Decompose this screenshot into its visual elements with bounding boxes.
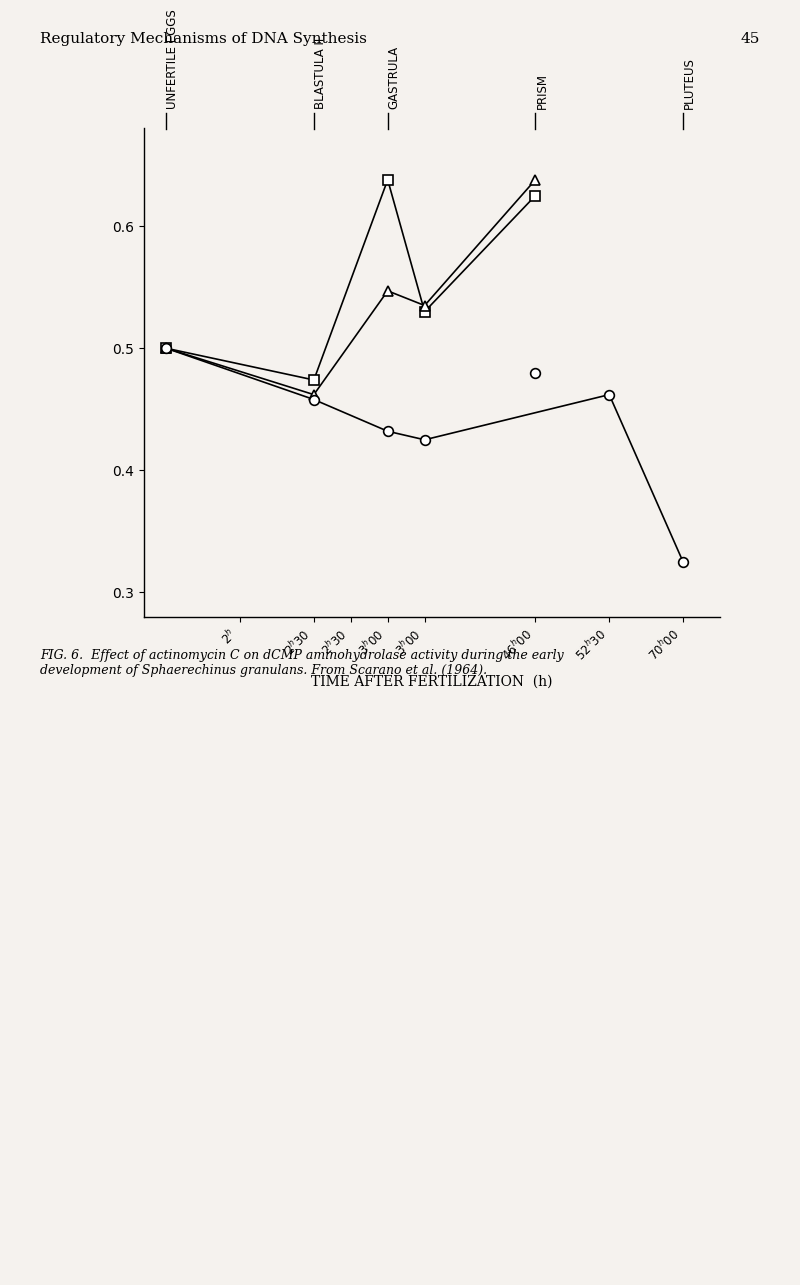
X-axis label: TIME AFTER FERTILIZATION  (h): TIME AFTER FERTILIZATION (h) <box>311 675 553 689</box>
Text: FIG. 6.  Effect of actinomycin C on dCMP aminohydrolase activity during the earl: FIG. 6. Effect of actinomycin C on dCMP … <box>40 649 564 677</box>
Text: GASTRULA: GASTRULA <box>388 46 401 109</box>
Text: BLASTULA II: BLASTULA II <box>314 39 327 109</box>
Text: 45: 45 <box>741 32 760 46</box>
Text: PRISM: PRISM <box>535 73 548 109</box>
Text: UNFERTILE EGGS: UNFERTILE EGGS <box>166 9 179 109</box>
Text: PLUTEUS: PLUTEUS <box>683 58 696 109</box>
Text: Regulatory Mechanisms of DNA Synthesis: Regulatory Mechanisms of DNA Synthesis <box>40 32 367 46</box>
